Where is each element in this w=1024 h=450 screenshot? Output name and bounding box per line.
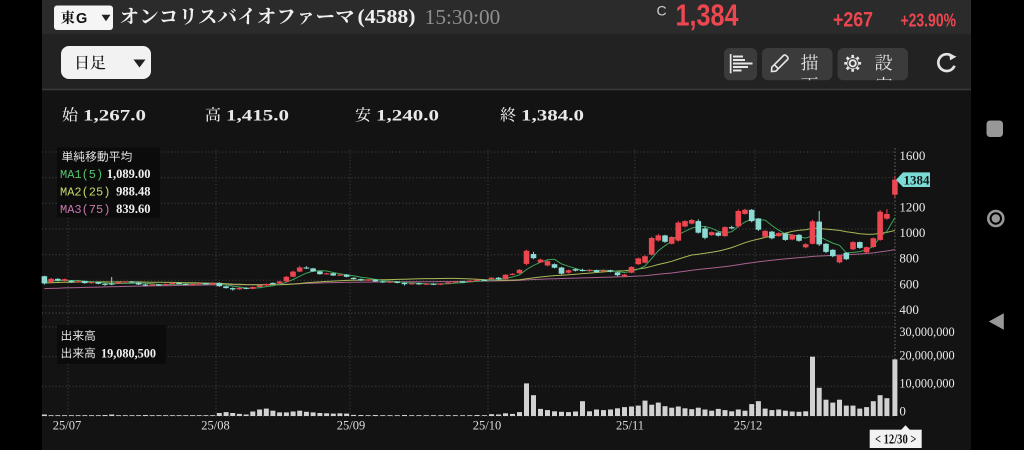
- svg-text:1000: 1000: [899, 225, 925, 240]
- svg-text:839.60: 839.60: [116, 202, 150, 216]
- svg-text:+267: +267: [833, 8, 873, 31]
- svg-text:MA1(5): MA1(5): [60, 168, 103, 182]
- svg-text:MA2(25): MA2(25): [60, 186, 110, 200]
- svg-text:1,267.0: 1,267.0: [83, 107, 146, 124]
- svg-text:19,080,500: 19,080,500: [101, 345, 156, 360]
- svg-text:25/11: 25/11: [616, 419, 644, 433]
- svg-text:25/08: 25/08: [201, 419, 229, 433]
- svg-text:+23.90%: +23.90%: [901, 11, 957, 31]
- svg-text:25/12: 25/12: [734, 419, 762, 433]
- svg-text:0: 0: [899, 404, 906, 419]
- svg-text:10,000,000: 10,000,000: [899, 376, 954, 391]
- svg-text:C: C: [657, 2, 667, 18]
- svg-text:1,415.0: 1,415.0: [226, 107, 289, 124]
- svg-text:600: 600: [899, 276, 919, 291]
- svg-text:1,384.0: 1,384.0: [521, 107, 584, 124]
- svg-text:MA3(75): MA3(75): [60, 203, 110, 217]
- svg-text:1600: 1600: [899, 148, 925, 163]
- svg-text:G: G: [76, 11, 87, 27]
- svg-text:400: 400: [899, 302, 919, 317]
- svg-text:1200: 1200: [899, 199, 925, 214]
- svg-text:25/07: 25/07: [53, 419, 81, 433]
- svg-text:25/09: 25/09: [337, 419, 365, 433]
- svg-text:1,384: 1,384: [676, 0, 740, 33]
- svg-text:15:30:00: 15:30:00: [425, 5, 501, 29]
- svg-text:988.48: 988.48: [116, 185, 150, 199]
- svg-text:< 12/30 >: < 12/30 >: [875, 432, 917, 447]
- svg-text:(4588): (4588): [358, 6, 416, 28]
- svg-text:30,000,000: 30,000,000: [899, 324, 954, 339]
- svg-text:1384: 1384: [904, 172, 931, 187]
- svg-text:25/10: 25/10: [473, 419, 501, 433]
- svg-text:800: 800: [899, 251, 919, 266]
- svg-text:1,240.0: 1,240.0: [376, 107, 439, 124]
- svg-text:1,089.00: 1,089.00: [107, 167, 151, 181]
- svg-text:20,000,000: 20,000,000: [899, 348, 954, 363]
